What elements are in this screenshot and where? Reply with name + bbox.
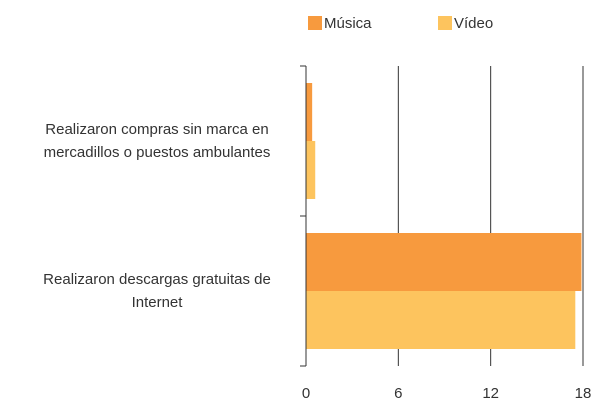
y-tick-label: Realizaron descargas gratuitas de Intern…: [43, 271, 271, 311]
x-tick-label: 18: [575, 385, 592, 402]
bar: [306, 83, 313, 141]
x-tick-label: 12: [482, 385, 499, 402]
x-tick-label: 6: [394, 385, 402, 402]
x-tick-label: 0: [302, 385, 310, 402]
bar: [306, 291, 576, 349]
legend-swatch: [438, 16, 452, 30]
y-tick-label: Realizaron compras sin marca en mercadil…: [43, 121, 271, 161]
legend-swatch: [308, 16, 322, 30]
bar: [306, 141, 316, 199]
legend-label: Vídeo: [454, 15, 493, 32]
legend-label: Música: [324, 15, 372, 32]
bar: [306, 233, 582, 291]
